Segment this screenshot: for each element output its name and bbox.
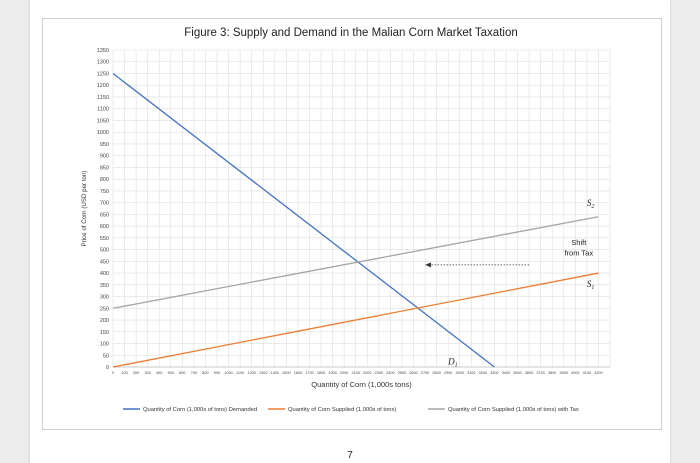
y-tick-label: 650 bbox=[100, 212, 109, 218]
x-tick-label: 2400 bbox=[386, 371, 394, 375]
x-tick-label: 3800 bbox=[548, 371, 556, 375]
x-tick-label: 2600 bbox=[409, 371, 417, 375]
y-tick-label: 600 bbox=[100, 224, 109, 230]
x-tick-label: 3600 bbox=[525, 371, 533, 375]
x-tick-label: 3200 bbox=[479, 371, 487, 375]
y-tick-label: 1050 bbox=[97, 118, 109, 124]
y-tick-label: 550 bbox=[100, 236, 109, 242]
curve-label-s2: S2 bbox=[587, 198, 595, 210]
y-tick-label: 750 bbox=[100, 189, 109, 195]
x-tick-label: 700 bbox=[191, 371, 197, 375]
y-tick-label: 50 bbox=[103, 353, 109, 359]
x-tick-label: 1600 bbox=[294, 371, 302, 375]
x-tick-label: 2700 bbox=[421, 371, 429, 375]
x-tick-label: 1300 bbox=[259, 371, 267, 375]
y-tick-label: 300 bbox=[100, 295, 109, 301]
y-tick-label: 500 bbox=[100, 248, 109, 254]
y-tick-label: 1000 bbox=[97, 130, 109, 136]
x-tick-label: 2100 bbox=[351, 371, 359, 375]
y-tick-label: 1300 bbox=[97, 60, 109, 66]
x-tick-label: 1400 bbox=[271, 371, 279, 375]
y-tick-label: 850 bbox=[100, 165, 109, 171]
legend-label-2: Quantity of Corn Supplied (1,000s of ton… bbox=[288, 407, 396, 413]
x-tick-label: 1900 bbox=[328, 371, 336, 375]
x-tick-label: 3700 bbox=[536, 371, 544, 375]
y-tick-label: 450 bbox=[100, 259, 109, 265]
y-tick-label: 150 bbox=[100, 330, 109, 336]
x-tick-label: 2900 bbox=[444, 371, 452, 375]
y-tick-label: 1100 bbox=[97, 107, 109, 113]
x-tick-label: 4100 bbox=[583, 371, 591, 375]
y-tick-label: 1250 bbox=[97, 71, 109, 77]
curve-label-d1: D1 bbox=[447, 357, 458, 369]
x-tick-label: 2300 bbox=[375, 371, 383, 375]
x-tick-label: 800 bbox=[202, 371, 208, 375]
y-tick-label: 0 bbox=[106, 365, 109, 371]
y-tick-label: 100 bbox=[100, 342, 109, 348]
y-axis-title: Price of Corn (USD per ton) bbox=[81, 171, 88, 247]
x-tick-label: 200 bbox=[133, 371, 139, 375]
x-tick-label: 3500 bbox=[513, 371, 521, 375]
page-number: 7 bbox=[347, 450, 353, 461]
x-tick-label: 300 bbox=[145, 371, 151, 375]
x-tick-label: 2500 bbox=[398, 371, 406, 375]
y-tick-label: 350 bbox=[100, 283, 109, 289]
x-tick-label: 0 bbox=[112, 371, 114, 375]
x-tick-label: 1700 bbox=[305, 371, 313, 375]
shift-annotation-line1: Shift bbox=[571, 238, 587, 247]
x-tick-label: 1800 bbox=[317, 371, 325, 375]
y-tick-label: 250 bbox=[100, 306, 109, 312]
series-line-1 bbox=[112, 72, 495, 368]
x-tick-label: 3000 bbox=[456, 371, 464, 375]
y-tick-label: 1150 bbox=[97, 95, 109, 101]
shift-arrow-head bbox=[425, 262, 432, 268]
y-tick-label: 200 bbox=[100, 318, 109, 324]
chart-title: Figure 3: Supply and Demand in the Malia… bbox=[184, 27, 518, 39]
legend-label-3: Quantity of Corn Supplied (1,000s of ton… bbox=[448, 407, 579, 413]
y-tick-label: 1350 bbox=[97, 48, 109, 54]
x-tick-label: 500 bbox=[168, 371, 174, 375]
x-tick-label: 2200 bbox=[363, 371, 371, 375]
x-tick-label: 4000 bbox=[571, 371, 579, 375]
x-tick-label: 1000 bbox=[224, 371, 232, 375]
x-tick-label: 2000 bbox=[340, 371, 348, 375]
x-tick-label: 900 bbox=[214, 371, 220, 375]
x-tick-label: 1200 bbox=[247, 371, 255, 375]
shift-annotation-line2: from Tax bbox=[564, 248, 593, 257]
x-tick-label: 600 bbox=[179, 371, 185, 375]
series-line-2 bbox=[112, 272, 599, 368]
x-axis-title: Quantity of Corn (1,000s tons) bbox=[311, 380, 412, 389]
x-tick-label: 1500 bbox=[282, 371, 290, 375]
x-tick-label: 3100 bbox=[467, 371, 475, 375]
x-tick-label: 400 bbox=[156, 371, 162, 375]
legend-label-1: Quantity of Corn (1,000s of tons) Demand… bbox=[143, 407, 257, 413]
series-line-3 bbox=[112, 216, 599, 309]
x-tick-label: 1100 bbox=[236, 371, 244, 375]
x-tick-label: 2800 bbox=[432, 371, 440, 375]
y-tick-label: 400 bbox=[100, 271, 109, 277]
x-tick-label: 3900 bbox=[560, 371, 568, 375]
y-tick-label: 800 bbox=[100, 177, 109, 183]
curve-label-s1: S1 bbox=[587, 279, 595, 291]
y-tick-label: 900 bbox=[100, 154, 109, 160]
y-tick-label: 700 bbox=[100, 201, 109, 207]
x-tick-label: 100 bbox=[121, 371, 127, 375]
y-tick-label: 1200 bbox=[97, 83, 109, 89]
x-tick-label: 3400 bbox=[502, 371, 510, 375]
x-tick-label: 3300 bbox=[490, 371, 498, 375]
x-tick-label: 4200 bbox=[594, 371, 602, 375]
y-tick-label: 950 bbox=[100, 142, 109, 148]
